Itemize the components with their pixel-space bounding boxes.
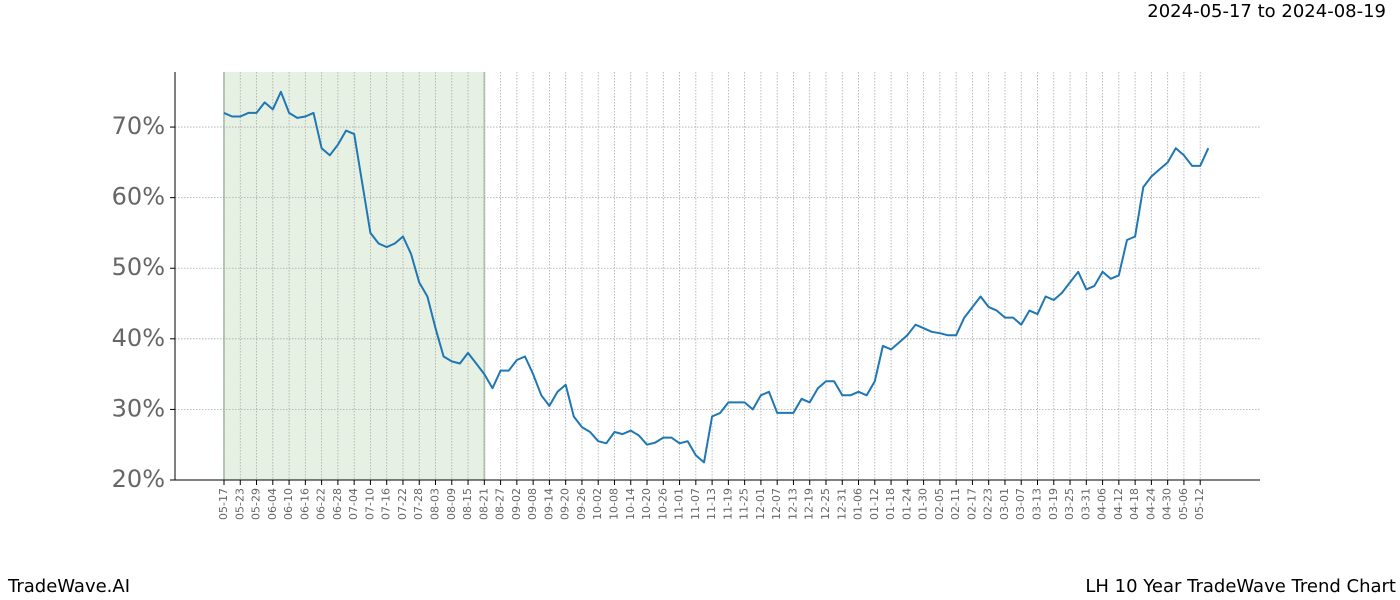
x-tick-label: 10-08 — [607, 488, 620, 520]
y-tick-label: 60% — [112, 183, 165, 211]
x-tick-label: 01-24 — [900, 488, 913, 520]
x-tick-label: 06-22 — [315, 488, 328, 520]
x-tick-label: 11-07 — [689, 488, 702, 520]
x-tick-label: 04-12 — [1112, 488, 1125, 520]
x-tick-label: 12-19 — [803, 488, 816, 520]
x-tick-label: 01-30 — [917, 488, 930, 520]
x-tick-label: 10-26 — [656, 488, 669, 520]
x-tick-label: 12-31 — [835, 488, 848, 520]
x-tick-label: 03-19 — [1047, 488, 1060, 520]
trend-line — [223, 90, 1210, 464]
y-tick-label: 70% — [112, 112, 165, 140]
x-tick-label: 11-25 — [738, 488, 751, 520]
x-tick-label: 12-13 — [786, 488, 799, 520]
x-tick-label: 09-08 — [526, 488, 539, 520]
x-tick-label: 08-09 — [445, 488, 458, 520]
x-tick-label: 01-18 — [884, 488, 897, 520]
x-tick-label: 07-22 — [396, 488, 409, 520]
x-tick-label: 06-16 — [298, 488, 311, 520]
x-tick-label: 03-13 — [1031, 488, 1044, 520]
x-tick-label: 05-29 — [250, 488, 263, 520]
x-tick-label: 09-20 — [559, 488, 572, 520]
x-tick-label: 02-23 — [982, 488, 995, 520]
x-tick-label: 10-14 — [624, 488, 637, 520]
date-range: 2024-05-17 to 2024-08-19 — [1147, 1, 1386, 22]
x-tick-label: 05-23 — [233, 488, 246, 520]
x-tick-label: 03-01 — [998, 488, 1011, 520]
x-tick-label: 02-05 — [933, 488, 946, 520]
x-tick-label: 05-12 — [1193, 488, 1206, 520]
x-tick-label: 10-02 — [591, 488, 604, 520]
x-tick-label: 07-10 — [363, 488, 376, 520]
x-tick-label: 08-27 — [494, 488, 507, 520]
x-tick-label: 01-12 — [868, 488, 881, 520]
x-tick-label: 03-25 — [1063, 488, 1076, 520]
x-tick-label: 08-15 — [461, 488, 474, 520]
x-tick-label: 09-14 — [542, 488, 555, 520]
x-tick-label: 02-17 — [965, 488, 978, 520]
chart-title: LH 10 Year TradeWave Trend Chart — [1085, 576, 1396, 597]
y-tick-label: 20% — [112, 465, 165, 493]
x-tick-label: 07-04 — [347, 488, 360, 520]
x-tick-label: 06-04 — [266, 488, 279, 520]
x-tick-label: 09-02 — [510, 488, 523, 520]
x-tick-label: 09-26 — [575, 488, 588, 520]
x-tick-label: 04-30 — [1161, 488, 1174, 520]
x-tick-label: 12-01 — [754, 488, 767, 520]
x-tick-label: 03-31 — [1079, 488, 1092, 520]
brand: TradeWave.AI — [7, 576, 130, 597]
y-tick-label: 30% — [112, 394, 165, 422]
x-tick-label: 07-16 — [380, 488, 393, 520]
x-tick-label: 06-10 — [282, 488, 295, 520]
x-tick-label: 04-06 — [1096, 488, 1109, 520]
x-tick-label: 07-28 — [412, 488, 425, 520]
x-tick-label: 10-20 — [640, 488, 653, 520]
x-tick-label: 04-24 — [1144, 488, 1157, 520]
x-tick-label: 02-11 — [949, 488, 962, 520]
x-tick-label: 08-21 — [477, 488, 490, 520]
x-tick-label: 11-01 — [673, 488, 686, 520]
x-tick-label: 04-18 — [1128, 488, 1141, 520]
x-tick-label: 11-19 — [721, 488, 734, 520]
x-tick-label: 12-07 — [770, 488, 783, 520]
x-tick-label: 05-17 — [217, 488, 230, 520]
y-tick-label: 50% — [112, 253, 165, 281]
x-tick-label: 08-03 — [429, 488, 442, 520]
x-tick-label: 12-25 — [819, 488, 832, 520]
x-tick-label: 05-06 — [1177, 488, 1190, 520]
y-tick-label: 40% — [112, 324, 165, 352]
x-tick-label: 01-06 — [852, 488, 865, 520]
x-tick-label: 03-07 — [1014, 488, 1027, 520]
x-tick-label: 06-28 — [331, 488, 344, 520]
x-tick-label: 11-13 — [705, 488, 718, 520]
